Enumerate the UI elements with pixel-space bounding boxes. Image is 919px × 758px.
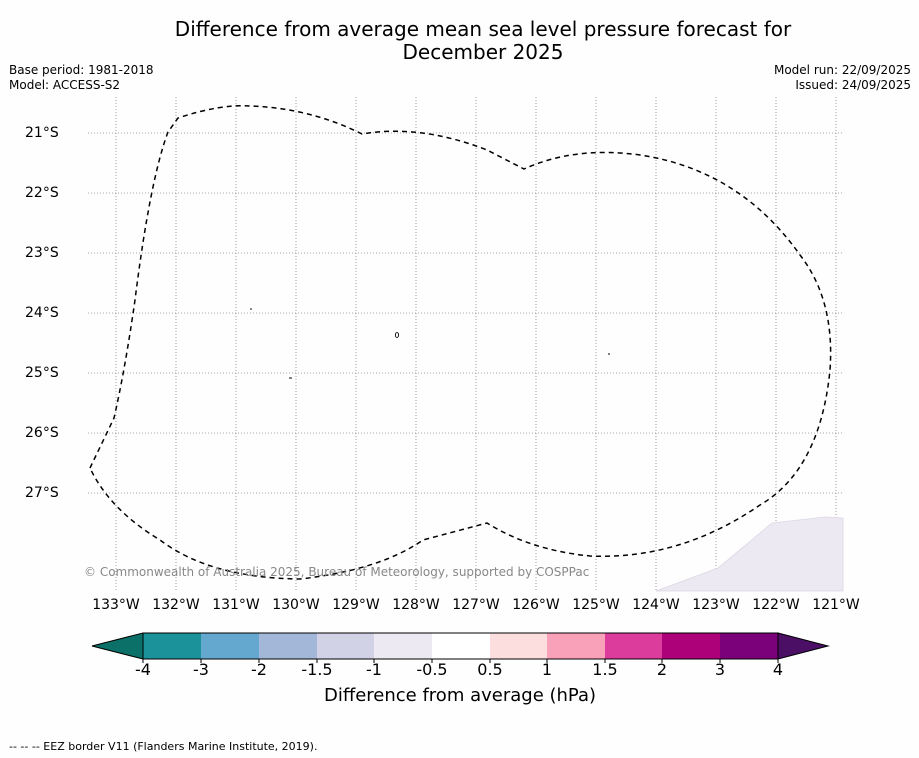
colorbar-label: Difference from average (hPa)	[323, 685, 597, 706]
lon-label: 131°W	[212, 597, 260, 613]
lon-label: 132°W	[152, 597, 200, 613]
model-run-text: Model run: 22/09/2025	[773, 63, 911, 77]
lat-label: 22°S	[25, 185, 59, 201]
colorbar-tick-label: -0.5	[416, 660, 448, 679]
island-mark	[250, 308, 252, 310]
meta-right: Model run: 22/09/2025 Issued: 24/09/2025	[774, 63, 911, 93]
copyright-text: © Commonwealth of Australia 2025, Bureau…	[84, 565, 590, 579]
colorbar-tick-label: 4	[772, 660, 784, 679]
colorbar-tick-label: 2	[656, 660, 668, 679]
colorbar-tick-label: -2	[251, 660, 267, 679]
colorbar-segment	[662, 633, 720, 659]
colorbar-segment	[547, 633, 605, 659]
lon-label: 124°W	[632, 597, 680, 613]
lon-label: 130°W	[272, 597, 320, 613]
eez-border	[89, 105, 832, 580]
colorbar-tick-label: 1	[541, 660, 553, 679]
lon-label: 133°W	[92, 597, 140, 613]
lat-label: 26°S	[25, 425, 59, 441]
chart-title: Difference from average mean sea level p…	[140, 18, 826, 64]
lon-label: 125°W	[572, 597, 620, 613]
title-line-2: December 2025	[402, 40, 564, 64]
issued-text: Issued: 24/09/2025	[795, 78, 911, 92]
lat-label: 25°S	[25, 365, 59, 381]
colorbar-segment	[374, 633, 432, 659]
lat-label: 27°S	[25, 485, 59, 501]
colorbar-segment	[317, 633, 374, 659]
colorbar-segment	[432, 633, 490, 659]
colorbar-tick-label: -1.5	[301, 660, 333, 679]
lat-label: 21°S	[25, 125, 59, 141]
base-period-text: Base period: 1981-2018	[9, 63, 154, 77]
model-text: Model: ACCESS-S2	[9, 78, 121, 92]
lon-label: 129°W	[332, 597, 380, 613]
colorbar-extend-low	[91, 632, 144, 660]
colorbar-segment	[259, 633, 317, 659]
title-line-1: Difference from average mean sea level p…	[174, 17, 792, 41]
lon-label: 126°W	[512, 597, 560, 613]
meta-left: Base period: 1981-2018 Model: ACCESS-S2	[9, 63, 154, 93]
lat-label: 24°S	[25, 305, 59, 321]
colorbar-segment	[605, 633, 662, 659]
colorbar-tick-label: 3	[714, 660, 726, 679]
lon-label: 121°W	[812, 597, 860, 613]
colorbar-extend-high	[777, 632, 830, 660]
colorbar-segment	[720, 633, 778, 659]
lon-label: 122°W	[752, 597, 800, 613]
colorbar-tick-label: 0.5	[477, 660, 503, 679]
lon-label: 123°W	[692, 597, 740, 613]
lon-label: 128°W	[392, 597, 440, 613]
lon-label: 127°W	[452, 597, 500, 613]
colorbar-tick-label: 1.5	[592, 660, 618, 679]
eez-legend-note: -- -- -- EEZ border V11 (Flanders Marine…	[9, 740, 318, 753]
lon-gridlines	[115, 97, 837, 591]
colorbar-tick-label: -3	[193, 660, 209, 679]
colorbar-segment	[490, 633, 547, 659]
colorbar-tick-marks	[142, 659, 779, 663]
island-mark	[394, 332, 400, 338]
colorbar-segment	[201, 633, 259, 659]
colorbar-segment	[143, 633, 201, 659]
lat-label: 23°S	[25, 245, 59, 261]
anomaly-region	[655, 516, 844, 592]
colorbar-tick-label: -4	[135, 660, 151, 679]
colorbar-tick-label: -1	[366, 660, 382, 679]
colorbar-outline	[142, 632, 779, 660]
